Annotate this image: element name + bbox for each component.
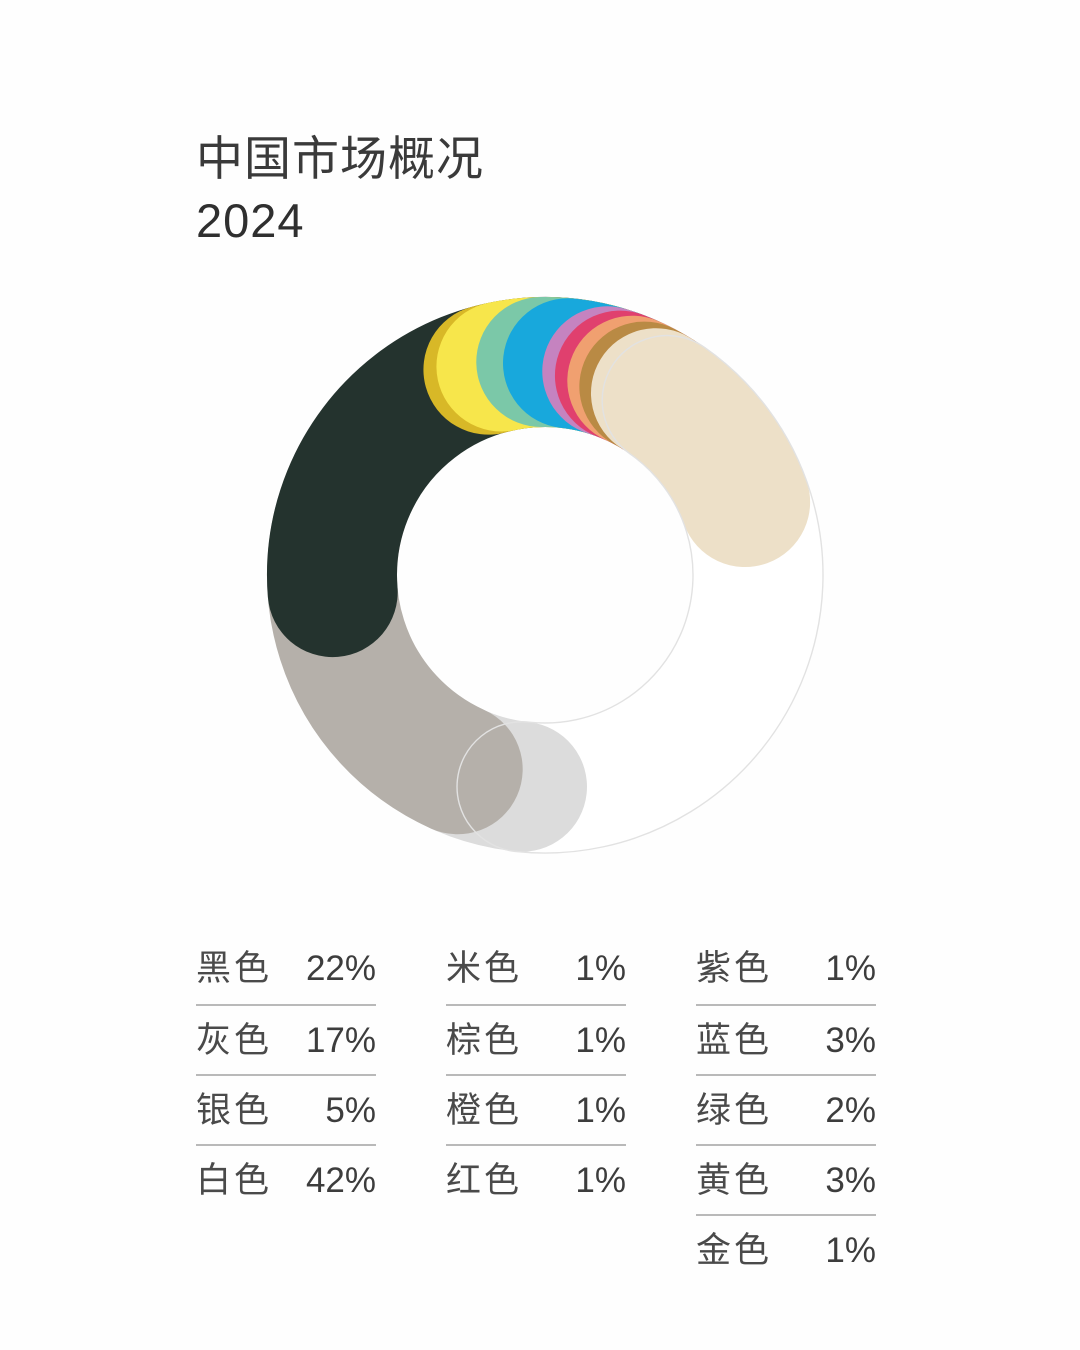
legend-row[interactable]: 紫色 1% — [696, 934, 876, 1004]
page-title: 中国市场概况 — [196, 132, 484, 185]
legend-item-label: 棕色 — [446, 1021, 523, 1060]
legend-row[interactable]: 白色 42% — [196, 1144, 376, 1214]
legend-item-label: 黑色 — [196, 949, 273, 988]
legend-row[interactable]: 棕色 1% — [446, 1004, 626, 1074]
legend-item-value: 1% — [825, 1231, 876, 1270]
legend-item-label: 白色 — [196, 1161, 273, 1200]
legend-row[interactable]: 金色 1% — [696, 1214, 876, 1284]
legend-row[interactable]: 红色 1% — [446, 1144, 626, 1214]
legend-row[interactable]: 灰色 17% — [196, 1004, 376, 1074]
legend-item-value: 1% — [575, 1161, 626, 1200]
legend-row[interactable]: 黑色 22% — [196, 934, 376, 1004]
legend-row[interactable]: 蓝色 3% — [696, 1004, 876, 1074]
legend-item-value: 42% — [305, 1161, 376, 1200]
page-title-year: 2024 — [196, 194, 305, 247]
legend-item-label: 金色 — [696, 1231, 773, 1270]
legend-item-value: 3% — [825, 1021, 876, 1060]
legend-row[interactable]: 黄色 3% — [696, 1144, 876, 1214]
legend-row[interactable]: 绿色 2% — [696, 1074, 876, 1144]
legend-item-value: 5% — [325, 1091, 376, 1130]
legend-item-value: 17% — [305, 1021, 376, 1060]
legend-row[interactable]: 米色 1% — [446, 934, 626, 1004]
legend-item-label: 蓝色 — [696, 1021, 773, 1060]
legend-item-label: 橙色 — [446, 1091, 523, 1130]
legend-item-label: 绿色 — [696, 1091, 773, 1130]
legend-item-value: 1% — [575, 949, 626, 988]
legend-item-value: 22% — [305, 949, 376, 988]
legend-item-label: 银色 — [196, 1091, 273, 1130]
legend: 黑色 22% 灰色 17% 银色 5% 白色 42% 米色 1% 棕色 1% 橙色 1% 红色 1% 紫色 1% 蓝… — [196, 934, 896, 1284]
legend-column-3: 紫色 1% 蓝色 3% 绿色 2% 黄色 3% 金色 1% — [696, 934, 876, 1284]
donut-slice — [590, 328, 811, 568]
legend-row[interactable]: 银色 5% — [196, 1074, 376, 1144]
legend-item-value: 2% — [825, 1091, 876, 1130]
legend-item-label: 紫色 — [696, 949, 773, 988]
donut-chart — [255, 290, 835, 860]
legend-row[interactable]: 橙色 1% — [446, 1074, 626, 1144]
legend-item-label: 米色 — [446, 949, 523, 988]
donut-chart-svg — [267, 297, 824, 854]
legend-item-value: 1% — [825, 949, 876, 988]
legend-column-1: 黑色 22% 灰色 17% 银色 5% 白色 42% — [196, 934, 376, 1214]
donut-slice-outline-white — [456, 334, 824, 854]
chart-title-block: 中国市场概况 2024 — [196, 128, 796, 252]
legend-item-value: 3% — [825, 1161, 876, 1200]
legend-item-label: 灰色 — [196, 1021, 273, 1060]
legend-column-2: 米色 1% 棕色 1% 橙色 1% 红色 1% — [446, 934, 626, 1214]
legend-item-value: 1% — [575, 1021, 626, 1060]
donut-slice-group — [267, 297, 824, 854]
legend-item-label: 红色 — [446, 1161, 523, 1200]
legend-item-value: 1% — [575, 1091, 626, 1130]
legend-item-label: 黄色 — [696, 1161, 773, 1200]
